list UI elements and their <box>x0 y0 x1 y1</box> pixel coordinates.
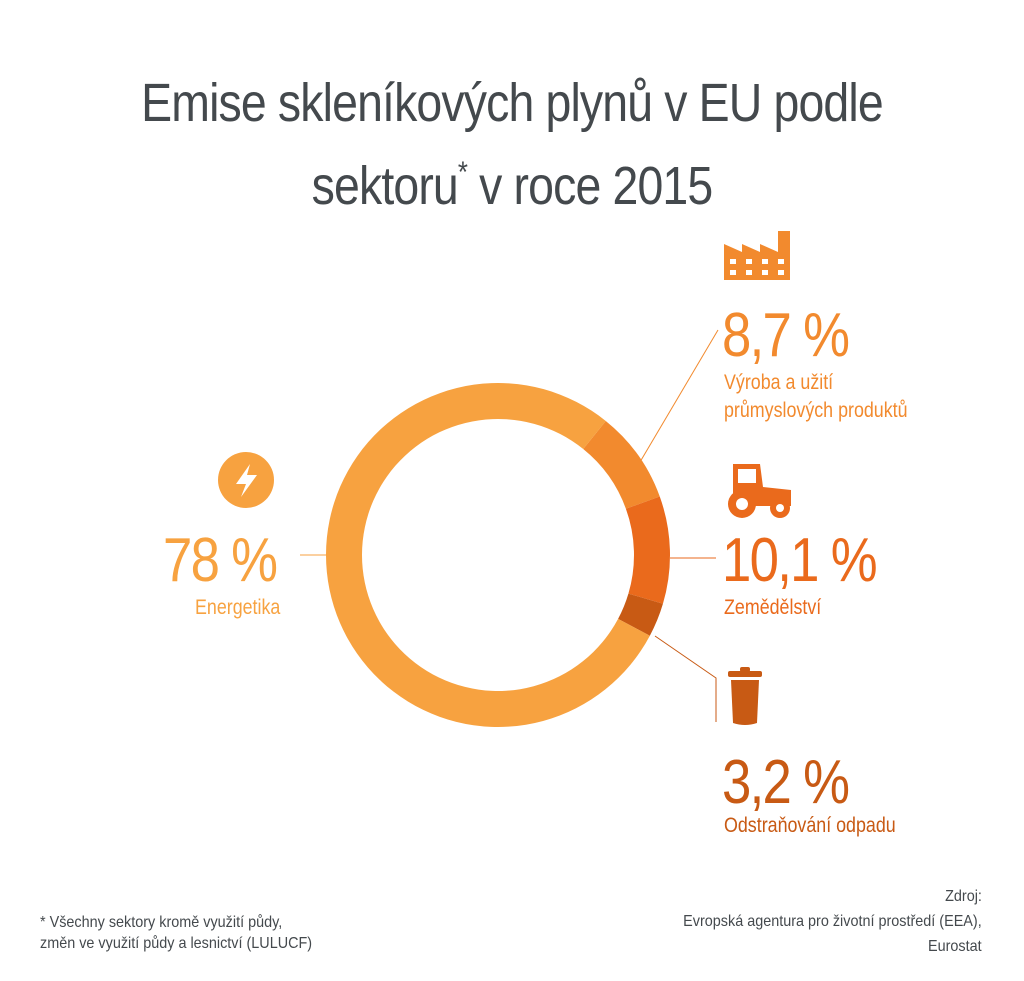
title-line-1: Emise skleníkových plynů v EU podle <box>141 73 884 133</box>
industry-value: 8,7 % <box>722 301 850 370</box>
donut-slice-1 <box>625 496 670 604</box>
footnote-line-2: změn ve využití půdy a lesnictví (LULUCF… <box>40 935 313 952</box>
industry-label-1: Výroba a užití <box>724 371 834 394</box>
factory-icon <box>724 231 790 280</box>
donut-slice-0 <box>583 420 660 509</box>
agriculture-label: Zemědělství <box>724 596 822 619</box>
tractor-icon <box>728 464 791 518</box>
trash-icon <box>728 667 762 725</box>
leader-line-waste <box>654 635 717 722</box>
energy-label: Energetika <box>195 596 281 619</box>
waste-label: Odstraňování odpadu <box>724 814 896 837</box>
source-line-2: Evropská agentura pro životní prostředí … <box>683 913 982 930</box>
footnote-line-1: * Všechny sektory kromě využití půdy, <box>40 914 283 931</box>
lightning-icon <box>218 452 274 508</box>
waste-value: 3,2 % <box>722 748 850 817</box>
industry-label-2: průmyslových produktů <box>724 399 908 422</box>
energy-value: 78 % <box>163 526 278 595</box>
title-line-2: sektoru* v roce 2015 <box>72 140 953 219</box>
title-text-2: v roce 2015 <box>467 156 713 216</box>
title-asterisk: * <box>457 156 468 189</box>
source-line-3: Eurostat <box>928 938 982 955</box>
leader-line-industry <box>639 329 719 463</box>
source-line-1: Zdroj: <box>945 888 982 905</box>
donut-slice-2 <box>618 593 663 636</box>
title-text: sektoru <box>311 156 459 216</box>
agriculture-value: 10,1 % <box>722 526 878 595</box>
